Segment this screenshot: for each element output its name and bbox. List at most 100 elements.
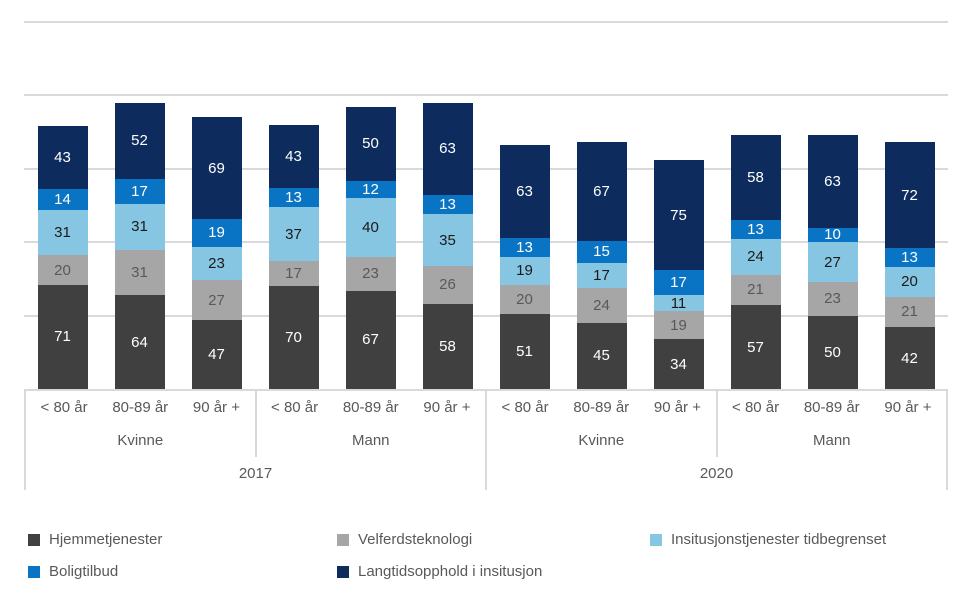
gridline — [24, 21, 948, 23]
bar-value-label: 15 — [593, 243, 610, 261]
axis-label-age: < 80 år — [501, 399, 549, 416]
bar-group: 70 17 37 13 43 — [255, 22, 332, 389]
bar-value-label: 58 — [747, 169, 764, 187]
bar-group: 64 31 31 17 52 — [101, 22, 178, 389]
bar-group: 67 23 40 12 50 — [332, 22, 409, 389]
bar-segment: 24 — [576, 287, 627, 323]
legend-swatch-icon — [337, 533, 349, 546]
bar-segment: 71 — [37, 284, 88, 389]
bar-value-label: 13 — [747, 221, 764, 239]
bar-segment: 43 — [37, 126, 88, 190]
axis-label-gender: Mann — [812, 432, 851, 449]
axis-label-age: 90 år + — [653, 399, 701, 416]
bar-segment: 63 — [422, 102, 473, 196]
bar-segment: 47 — [191, 320, 242, 389]
stacked-bar: 47 27 23 19 69 — [191, 117, 242, 389]
bar-value-label: 19 — [516, 262, 533, 280]
bar-value-label: 13 — [901, 249, 918, 267]
bar-segment: 67 — [345, 290, 396, 389]
bar-segment: 11 — [653, 295, 704, 312]
bar-group: 57 21 24 13 58 — [717, 22, 794, 389]
bar-segment: 23 — [807, 281, 858, 316]
bar-value-label: 57 — [747, 338, 764, 356]
bar-value-label: 13 — [439, 196, 456, 214]
bar-segment: 43 — [268, 124, 319, 188]
axis-label-age: 80-89 år — [573, 399, 630, 416]
bar-segment: 21 — [884, 296, 935, 328]
stacked-bar: 45 24 17 15 67 — [576, 142, 627, 389]
bar-value-label: 14 — [54, 191, 71, 209]
bar-value-label: 47 — [208, 346, 225, 363]
gridline — [24, 167, 948, 170]
bar-value-label: 17 — [131, 183, 148, 200]
bar-value-label: 37 — [285, 225, 302, 243]
bar-value-label: 63 — [516, 182, 533, 200]
bar-segment: 23 — [345, 256, 396, 291]
stacked-bar: 57 21 24 13 58 — [730, 135, 781, 389]
bar-value-label: 20 — [901, 273, 918, 291]
bar-value-label: 43 — [54, 149, 71, 167]
axis-label-gender: Mann — [351, 432, 390, 449]
axis-label-gender: Kvinne — [578, 432, 625, 449]
stacked-bar: 64 31 31 17 52 — [114, 102, 165, 389]
axis-label-gender: Kvinne — [117, 432, 164, 449]
axis-label-age: 80-89 år — [342, 399, 399, 416]
gridline — [24, 314, 948, 317]
gender-group: < 80 år 80-89 år 90 år + Kvinne — [26, 391, 255, 457]
bar-value-label: 50 — [824, 343, 841, 361]
bar-segment: 70 — [268, 286, 319, 389]
bar-value-label: 17 — [593, 266, 610, 284]
axis-label-age: 80-89 år — [803, 399, 860, 416]
bar-group: 51 20 19 13 63 — [486, 22, 563, 389]
legend-swatch-icon — [28, 533, 40, 546]
legend-item: Velferdsteknologi — [337, 531, 650, 548]
stacked-bar: 34 19 11 17 75 — [653, 160, 704, 389]
bar-segment: 58 — [730, 135, 781, 221]
bar-value-label: 40 — [362, 218, 379, 236]
bar-value-label: 24 — [747, 248, 764, 266]
axis-label-age: 90 år + — [884, 399, 932, 416]
axis-label-age: 90 år + — [192, 399, 240, 416]
bar-segment: 17 — [576, 262, 627, 288]
bar-segment: 50 — [345, 107, 396, 181]
bar-segment: 35 — [422, 214, 473, 266]
plot-area: 71 20 31 14 43 64 31 31 17 52 47 27 23 19 69 70 17 37 13 43… — [24, 21, 948, 389]
gender-groups: < 80 år 80-89 år 90 år + Kvinne < 80 år 80-89… — [26, 391, 485, 457]
legend-swatch-icon — [650, 533, 662, 546]
bar-value-label: 64 — [131, 333, 148, 351]
bar-segment: 45 — [576, 322, 627, 389]
bar-segment: 17 — [114, 179, 165, 204]
bar-value-label: 58 — [439, 337, 456, 355]
legend-swatch-icon — [337, 565, 349, 578]
gridline — [24, 241, 948, 244]
bar-value-label: 67 — [362, 331, 379, 349]
bar-value-label: 69 — [208, 159, 225, 177]
legend-item: Langtidsopphold i insitusjon — [337, 563, 650, 580]
bar-value-label: 13 — [516, 238, 533, 256]
bar-segment: 15 — [576, 240, 627, 263]
bar-value-label: 23 — [362, 265, 379, 283]
bar-segment: 20 — [499, 284, 550, 315]
bar-value-label: 20 — [54, 261, 71, 279]
bar-segment: 31 — [37, 209, 88, 256]
bar-segment: 14 — [37, 189, 88, 210]
bar-value-label: 27 — [208, 291, 225, 309]
age-labels-row: < 80 år 80-89 år 90 år + — [487, 391, 716, 424]
bar-value-label: 75 — [670, 206, 687, 224]
bar-value-label: 63 — [824, 172, 841, 190]
axis-label-age: 90 år + — [423, 399, 471, 416]
age-labels-row: < 80 år 80-89 år 90 år + — [26, 391, 255, 424]
bar-value-label: 42 — [901, 349, 918, 367]
bar-segment: 26 — [422, 265, 473, 304]
bar-value-label: 19 — [208, 224, 225, 242]
bar-value-label: 12 — [362, 180, 379, 198]
bar-segment: 27 — [191, 280, 242, 320]
bar-segment: 19 — [653, 311, 704, 340]
gender-groups: < 80 år 80-89 år 90 år + Kvinne < 80 år 80-89… — [487, 391, 946, 457]
bar-value-label: 21 — [901, 303, 918, 321]
bar-value-label: 31 — [131, 263, 148, 281]
bar-value-label: 34 — [670, 355, 687, 373]
bar-segment: 50 — [807, 315, 858, 389]
bar-segment: 58 — [422, 303, 473, 389]
bar-segment: 69 — [191, 117, 242, 219]
